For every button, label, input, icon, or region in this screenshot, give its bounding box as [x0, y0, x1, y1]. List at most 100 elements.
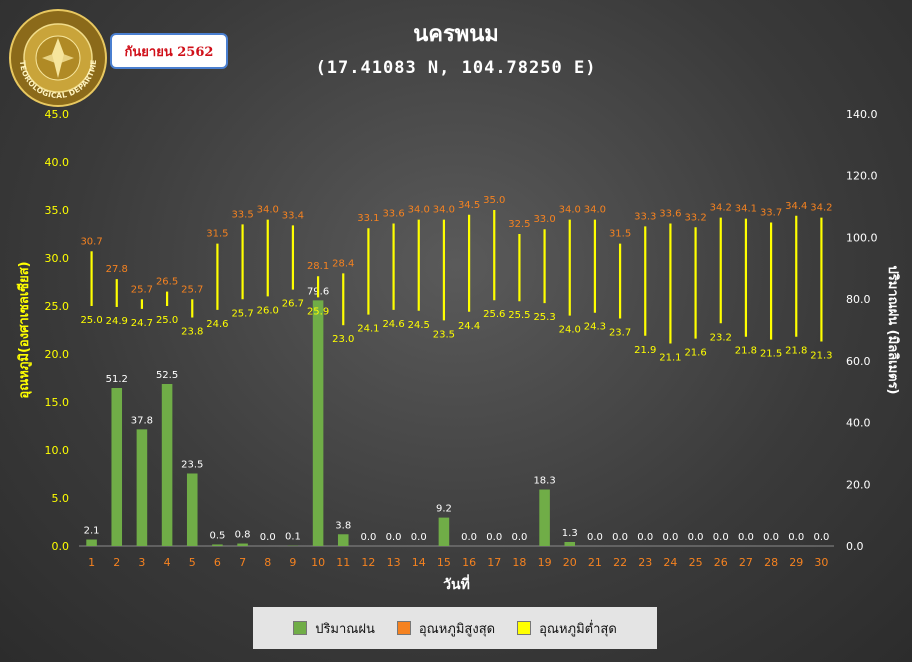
x-tick-label: 26: [714, 556, 728, 569]
min-temp-data-label: 25.3: [533, 312, 555, 323]
min-temp-data-label: 25.0: [80, 315, 102, 326]
legend-item-max-temp: อุณหภูมิสูงสุด: [396, 618, 496, 639]
chart-subtitle: (17.41083 N, 104.78250 E): [315, 58, 597, 78]
x-tick-label: 18: [512, 556, 526, 569]
min-temp-data-label: 26.0: [257, 305, 279, 316]
max-temp-data-label: 33.6: [382, 208, 404, 219]
min-temp-data-label: 24.6: [382, 319, 404, 330]
meteorological-department-seal-icon: METEOROLOGICAL DEPARTMENT: [8, 8, 107, 107]
rain-data-label: 0.1: [285, 532, 301, 543]
min-temp-data-label: 24.7: [131, 318, 153, 329]
rain-bar: [337, 534, 349, 546]
max-temp-data-label: 33.1: [357, 213, 379, 224]
rain-bar: [111, 388, 123, 546]
rain-data-label: 0.0: [738, 532, 754, 543]
x-tick-label: 29: [789, 556, 803, 569]
rain-bar: [212, 544, 223, 546]
max-temp-data-label: 34.0: [559, 205, 581, 216]
y-left-tick-label: 40.0: [45, 156, 70, 169]
max-temp-data-label: 28.4: [332, 258, 354, 269]
legend-label-rain: ปริมาณฝน: [315, 621, 375, 637]
min-temp-data-label: 21.6: [684, 348, 706, 359]
rain-bar: [312, 300, 324, 546]
min-temp-data-label: 24.4: [458, 321, 480, 332]
x-tick-label: 27: [739, 556, 753, 569]
min-temp-data-label: 25.6: [483, 309, 505, 320]
x-tick-label: 8: [264, 556, 271, 569]
rain-data-label: 0.0: [411, 532, 427, 543]
x-tick-label: 25: [689, 556, 703, 569]
x-tick-label: 21: [588, 556, 602, 569]
min-temp-data-label: 24.3: [584, 322, 606, 333]
max-temp-data-label: 34.2: [710, 203, 732, 214]
min-temp-data-label: 24.9: [106, 316, 128, 327]
min-temp-data-label: 21.8: [785, 346, 807, 357]
x-tick-label: 7: [239, 556, 246, 569]
max-temp-data-label: 32.5: [508, 219, 530, 230]
x-tick-label: 13: [387, 556, 401, 569]
y-left-axis-title: อุณหภูมิ(องศาเซลเซียส): [16, 261, 32, 398]
x-tick-label: 15: [437, 556, 451, 569]
y-left-tick-label: 15.0: [45, 396, 70, 409]
max-temp-data-label: 34.0: [584, 205, 606, 216]
rain-data-label: 9.2: [436, 504, 452, 515]
rain-data-label: 0.0: [713, 532, 729, 543]
rain-bar: [237, 543, 248, 546]
legend-item-min-temp: อุณหภูมิต่ำสุด: [517, 618, 617, 639]
max-temp-data-label: 25.7: [181, 284, 203, 295]
min-temp-data-label: 23.7: [609, 327, 631, 338]
rain-data-label: 2.1: [84, 526, 100, 537]
x-tick-label: 3: [138, 556, 145, 569]
y-left-tick-label: 45.0: [45, 108, 70, 121]
max-temp-data-label: 31.5: [609, 229, 631, 240]
legend-swatch-rain: [293, 621, 308, 635]
y-right-tick-label: 20.0: [846, 478, 871, 491]
min-temp-data-label: 24.0: [559, 325, 581, 336]
y-left-tick-label: 0.0: [52, 540, 70, 553]
min-temp-data-label: 23.5: [433, 329, 455, 340]
rain-data-label: 1.3: [562, 528, 578, 539]
max-temp-data-label: 26.5: [156, 277, 178, 288]
rain-data-label: 0.0: [763, 532, 779, 543]
rain-data-label: 0.0: [360, 532, 376, 543]
y-left-tick-label: 35.0: [45, 204, 70, 217]
min-temp-data-label: 25.9: [307, 306, 329, 317]
max-temp-data-label: 27.8: [106, 264, 128, 275]
rain-data-label: 0.0: [637, 532, 653, 543]
y-right-tick-label: 100.0: [846, 231, 878, 244]
legend-label-max-temp: อุณหภูมิสูงสุด: [418, 621, 496, 637]
x-tick-label: 6: [214, 556, 221, 569]
y-left-tick-label: 20.0: [45, 348, 70, 361]
rain-data-label: 0.0: [486, 532, 502, 543]
max-temp-data-label: 28.1: [307, 261, 329, 272]
rain-bar: [186, 473, 198, 546]
rain-data-label: 18.3: [533, 476, 555, 487]
rain-data-label: 0.0: [788, 532, 804, 543]
rain-data-label: 0.0: [813, 532, 829, 543]
rain-data-label: 0.0: [688, 532, 704, 543]
max-temp-data-label: 33.0: [533, 214, 555, 225]
max-temp-data-label: 33.5: [231, 209, 253, 220]
x-tick-label: 10: [311, 556, 325, 569]
max-temp-data-label: 30.7: [80, 236, 102, 247]
y-right-tick-label: 80.0: [846, 293, 871, 306]
max-temp-data-label: 25.7: [131, 284, 153, 295]
max-temp-data-label: 31.5: [206, 229, 228, 240]
min-temp-data-label: 21.3: [810, 351, 832, 362]
rain-data-label: 0.0: [612, 532, 628, 543]
x-tick-label: 24: [663, 556, 677, 569]
rain-data-label: 0.0: [662, 532, 678, 543]
x-tick-label: 12: [361, 556, 375, 569]
y-right-tick-label: 60.0: [846, 355, 871, 368]
legend-item-rain: ปริมาณฝน: [293, 618, 375, 639]
rain-data-label: 0.0: [260, 532, 276, 543]
x-tick-label: 28: [764, 556, 778, 569]
max-temp-data-label: 34.0: [433, 205, 455, 216]
rain-bar: [161, 384, 173, 546]
max-temp-data-label: 34.5: [458, 200, 480, 211]
legend-label-min-temp: อุณหภูมิต่ำสุด: [539, 621, 617, 637]
min-temp-data-label: 23.8: [181, 327, 203, 338]
min-temp-data-label: 25.0: [156, 315, 178, 326]
